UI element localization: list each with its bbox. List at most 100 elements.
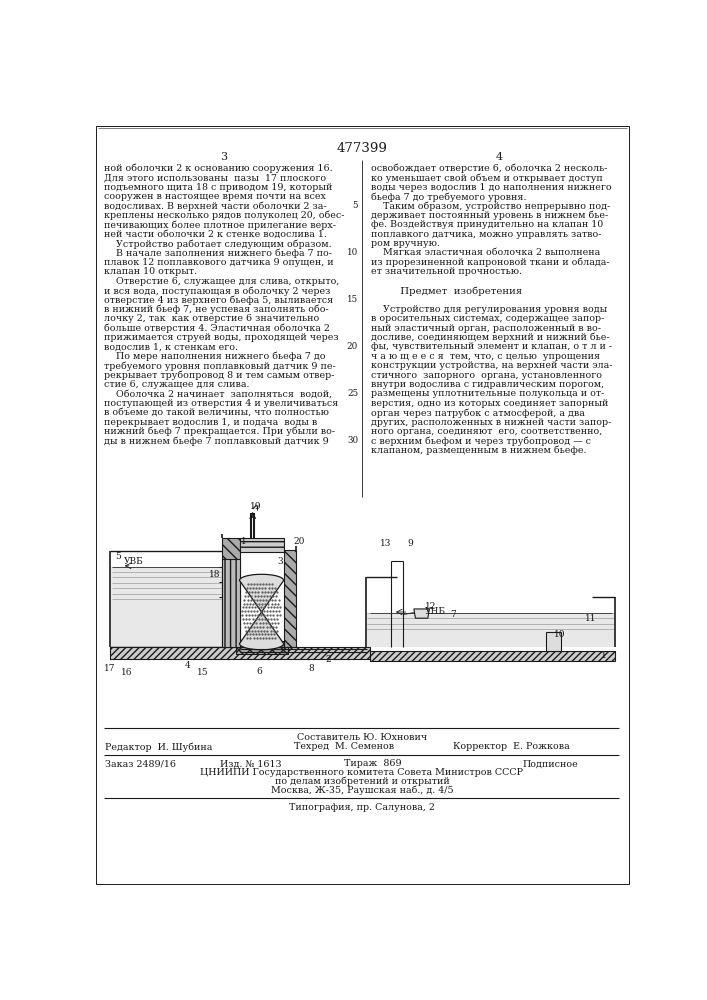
Text: 3: 3 <box>278 557 284 566</box>
Text: клапан 10 открыт.: клапан 10 открыт. <box>104 267 197 276</box>
Polygon shape <box>222 538 240 647</box>
Text: УВБ: УВБ <box>124 557 144 566</box>
Text: 13: 13 <box>380 539 391 548</box>
Text: подъемного щита 18 с приводом 19, который: подъемного щита 18 с приводом 19, которы… <box>104 183 332 192</box>
Text: прижимается струей воды, проходящей через: прижимается струей воды, проходящей чере… <box>104 333 339 342</box>
Text: 12: 12 <box>425 602 437 611</box>
Text: ной оболочки 2 к основанию сооружения 16.: ной оболочки 2 к основанию сооружения 16… <box>104 164 332 173</box>
Text: Устройство работает следующим образом.: Устройство работает следующим образом. <box>104 239 332 249</box>
Polygon shape <box>370 651 615 661</box>
Polygon shape <box>110 647 370 659</box>
Text: стие 6, служащее для слива.: стие 6, служащее для слива. <box>104 380 250 389</box>
Text: 2: 2 <box>326 654 332 664</box>
Text: других, расположенных в нижней части запор-: других, расположенных в нижней части зап… <box>371 418 612 427</box>
Polygon shape <box>222 559 240 647</box>
Text: освобождает отверстие 6, оболочка 2 несколь-: освобождает отверстие 6, оболочка 2 неск… <box>371 164 608 173</box>
Text: Таким образом, устройство непрерывно под-: Таким образом, устройство непрерывно под… <box>371 201 611 211</box>
Text: воды через водослив 1 до наполнения нижнего: воды через водослив 1 до наполнения нижн… <box>371 183 612 192</box>
Text: в нижний бьеф 7, не успевая заполнять обо-: в нижний бьеф 7, не успевая заполнять об… <box>104 305 329 314</box>
Polygon shape <box>240 574 284 650</box>
Text: верстия, одно из которых соединяет запорный: верстия, одно из которых соединяет запор… <box>371 399 609 408</box>
Text: 7: 7 <box>450 610 455 619</box>
Text: 20: 20 <box>293 537 305 546</box>
Text: с верхним бьефом и через трубопровод — с: с верхним бьефом и через трубопровод — с <box>371 436 591 446</box>
Text: водосливах. В верхней части оболочки 2 за-: водосливах. В верхней части оболочки 2 з… <box>104 201 327 211</box>
Text: водослив 1, к стенкам его.: водослив 1, к стенкам его. <box>104 342 238 351</box>
Text: Редактор  И. Шубина: Редактор И. Шубина <box>105 742 213 752</box>
Text: 20: 20 <box>347 342 358 351</box>
Text: 5: 5 <box>353 201 358 210</box>
Text: 15: 15 <box>347 295 358 304</box>
Text: 5: 5 <box>115 552 121 561</box>
Text: досливе, соединяющем верхний и нижний бье-: досливе, соединяющем верхний и нижний бь… <box>371 333 610 342</box>
Text: Оболочка 2 начинает  заполняться  водой,: Оболочка 2 начинает заполняться водой, <box>104 389 332 398</box>
Text: По мере наполнения нижнего бьефа 7 до: По мере наполнения нижнего бьефа 7 до <box>104 352 325 361</box>
Bar <box>240 538 284 552</box>
Text: ет значительной прочностью.: ет значительной прочностью. <box>371 267 522 276</box>
Text: Корректор  Е. Рожкова: Корректор Е. Рожкова <box>452 742 569 751</box>
Text: В начале заполнения нижнего бьефа 7 по-: В начале заполнения нижнего бьефа 7 по- <box>104 248 332 258</box>
Text: 8: 8 <box>309 664 315 673</box>
Text: требуемого уровня поплавковый датчик 9 пе-: требуемого уровня поплавковый датчик 9 п… <box>104 361 336 371</box>
Text: клапаном, размещенным в нижнем бьефе.: клапаном, размещенным в нижнем бьефе. <box>371 446 587 455</box>
Text: размещены уплотнительные полукольца и от-: размещены уплотнительные полукольца и от… <box>371 389 604 398</box>
Polygon shape <box>367 613 614 647</box>
Text: 18: 18 <box>209 570 221 579</box>
Text: ко уменьшает свой объем и открывает доступ: ко уменьшает свой объем и открывает дост… <box>371 173 603 183</box>
Text: 15: 15 <box>197 668 209 677</box>
Text: Для этого использованы  пазы  17 плоского: Для этого использованы пазы 17 плоского <box>104 173 326 182</box>
Text: ного органа, соединяют  его, соответственно,: ного органа, соединяют его, соответствен… <box>371 427 602 436</box>
Text: 3: 3 <box>221 152 228 162</box>
Text: 1: 1 <box>601 651 607 660</box>
Text: и вся вода, поступающая в оболочку 2 через: и вся вода, поступающая в оболочку 2 чер… <box>104 286 330 296</box>
Polygon shape <box>414 609 429 618</box>
Text: Изд. № 1613: Изд. № 1613 <box>220 759 282 768</box>
Text: Заказ 2489/16: Заказ 2489/16 <box>105 759 177 768</box>
Text: орган через патрубок с атмосферой, а два: орган через патрубок с атмосферой, а два <box>371 408 585 418</box>
Text: ный эластичный орган, расположенный в во-: ный эластичный орган, расположенный в во… <box>371 324 601 333</box>
Text: перекрывает водослив 1, и подача  воды в: перекрывает водослив 1, и подача воды в <box>104 418 317 427</box>
Text: внутри водослива с гидравлическим порогом,: внутри водослива с гидравлическим порого… <box>371 380 604 389</box>
Text: УНБ: УНБ <box>425 607 446 616</box>
Text: 25: 25 <box>347 389 358 398</box>
Text: креплены несколько рядов полуколец 20, обес-: креплены несколько рядов полуколец 20, о… <box>104 211 344 220</box>
Text: 16: 16 <box>122 668 133 677</box>
Polygon shape <box>235 647 288 654</box>
Text: держивает постоянный уровень в нижнем бье-: держивает постоянный уровень в нижнем бь… <box>371 211 609 220</box>
Text: Устройство для регулирования уровня воды: Устройство для регулирования уровня воды <box>371 305 607 314</box>
Text: больше отверстия 4. Эластичная оболочка 2: больше отверстия 4. Эластичная оболочка … <box>104 324 329 333</box>
Text: сооружен в настоящее время почти на всех: сооружен в настоящее время почти на всех <box>104 192 326 201</box>
Polygon shape <box>240 641 284 647</box>
Text: печивающих более плотное прилегание верх-: печивающих более плотное прилегание верх… <box>104 220 336 230</box>
Text: 9: 9 <box>407 539 413 548</box>
Text: 477399: 477399 <box>337 142 387 155</box>
Text: 1: 1 <box>240 537 246 546</box>
Text: бьефа 7 до требуемого уровня.: бьефа 7 до требуемого уровня. <box>371 192 527 202</box>
Text: Предмет  изобретения: Предмет изобретения <box>371 286 522 296</box>
Text: Москва, Ж-35, Раушская наб., д. 4/5: Москва, Ж-35, Раушская наб., д. 4/5 <box>271 785 453 795</box>
Text: плавок 12 поплавкового датчика 9 опущен, и: плавок 12 поплавкового датчика 9 опущен,… <box>104 258 334 267</box>
Text: 11: 11 <box>585 614 596 623</box>
Text: Тираж  869: Тираж 869 <box>344 759 402 768</box>
Text: конструкции устройства, на верхней части эла-: конструкции устройства, на верхней части… <box>371 361 613 370</box>
Text: 4: 4 <box>496 152 503 162</box>
Text: стичного  запорного  органа, установленного: стичного запорного органа, установленног… <box>371 371 602 380</box>
Text: ЦНИИПИ Государственного комитета Совета Министров СССР: ЦНИИПИ Государственного комитета Совета … <box>201 768 523 777</box>
Text: 6: 6 <box>256 667 262 676</box>
Text: ром вручную.: ром вручную. <box>371 239 440 248</box>
Text: 4: 4 <box>185 661 190 670</box>
Polygon shape <box>111 567 222 647</box>
Text: фе. Воздействуя принудительно на клапан 10: фе. Воздействуя принудительно на клапан … <box>371 220 604 229</box>
Text: отверстие 4 из верхнего бьефа 5, выливается: отверстие 4 из верхнего бьефа 5, выливае… <box>104 295 333 305</box>
Text: поступающей из отверстия 4 и увеличиваться: поступающей из отверстия 4 и увеличивать… <box>104 399 338 408</box>
Text: ды в нижнем бьефе 7 поплавковый датчик 9: ды в нижнем бьефе 7 поплавковый датчик 9 <box>104 436 329 446</box>
Text: ней части оболочки 2 к стенке водослива 1.: ней части оболочки 2 к стенке водослива … <box>104 230 327 239</box>
Text: Типография, пр. Салунова, 2: Типография, пр. Салунова, 2 <box>289 803 435 812</box>
Text: Мягкая эластичная оболочка 2 выполнена: Мягкая эластичная оболочка 2 выполнена <box>371 248 600 257</box>
Text: рекрывает трубопровод 8 и тем самым отвер-: рекрывает трубопровод 8 и тем самым отве… <box>104 371 334 380</box>
Bar <box>546 632 561 651</box>
Text: 10: 10 <box>347 248 358 257</box>
Text: ч а ю щ е е с я  тем, что, с целью  упрощения: ч а ю щ е е с я тем, что, с целью упроще… <box>371 352 600 361</box>
Text: Техред  М. Семенов: Техред М. Семенов <box>293 742 394 751</box>
Text: 10: 10 <box>554 630 566 639</box>
